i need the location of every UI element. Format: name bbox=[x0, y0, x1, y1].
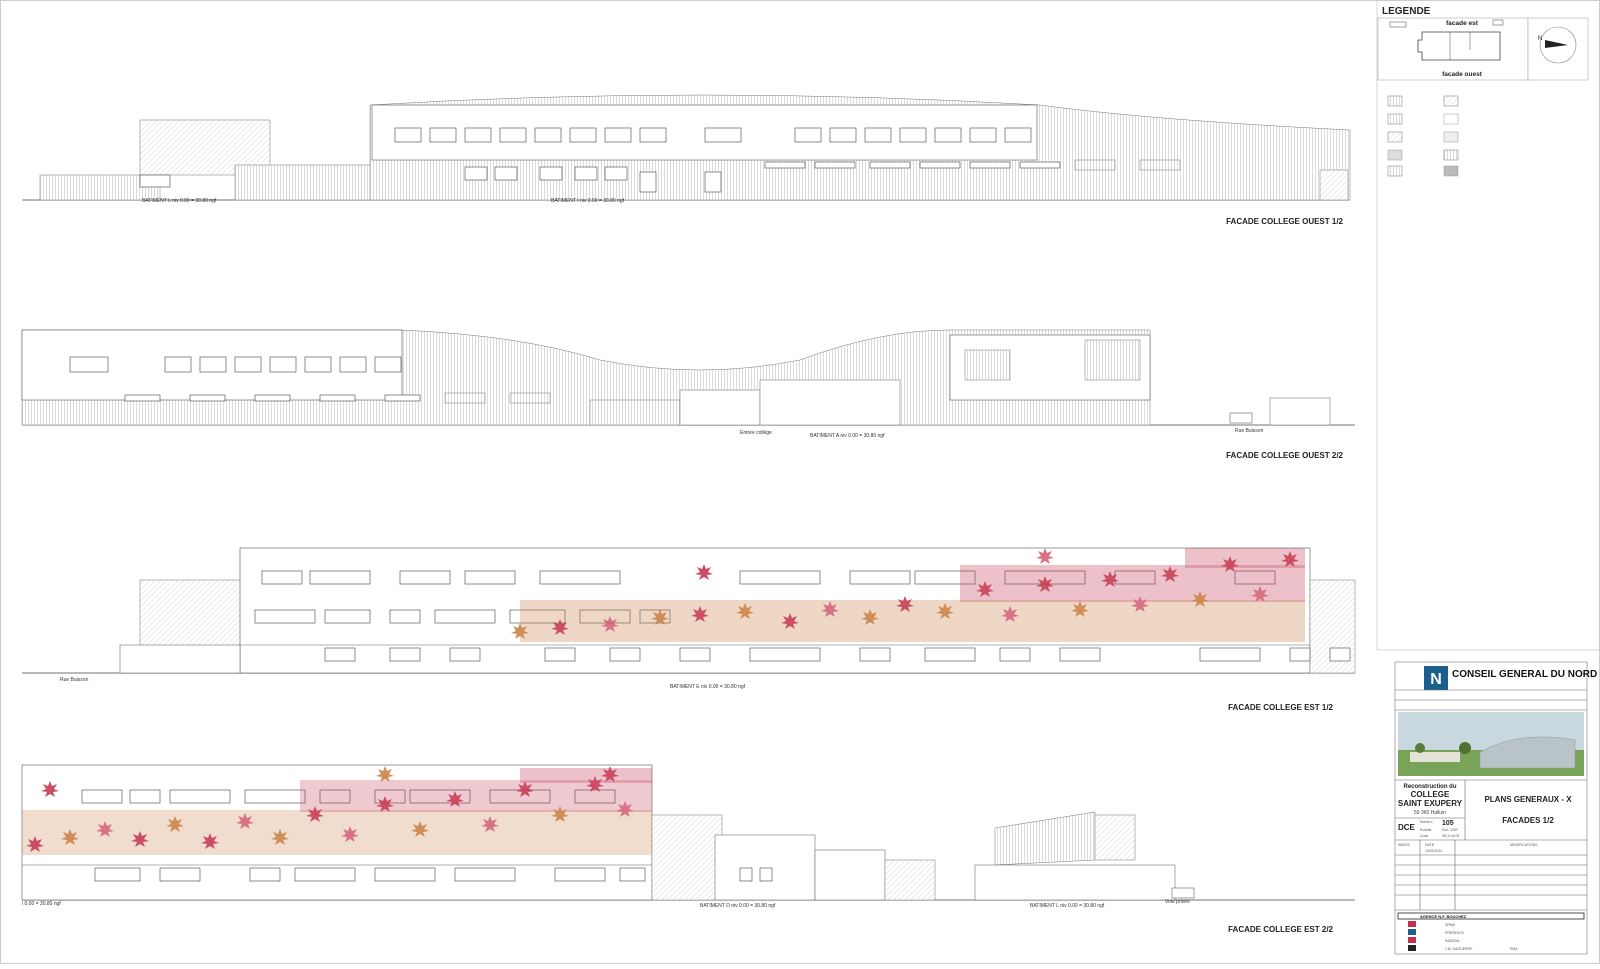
number-label: Numéro bbox=[1420, 820, 1433, 824]
phase-label: DCE bbox=[1398, 823, 1416, 832]
key-plan-bottom-label: facade ouest bbox=[1442, 71, 1483, 78]
facade-3-label-rue: Rue Buisson bbox=[60, 677, 89, 683]
sheet-subtitle: FACADES 1/2 bbox=[1502, 816, 1554, 825]
key-plan bbox=[1389, 19, 1504, 61]
facade-2-title: FACADE COLLEGE OUEST 2/2 bbox=[1226, 451, 1343, 460]
architect-name: AGENCE N.F. BOUCHEZ bbox=[1420, 914, 1467, 919]
project-line-3: SAINT EXUPERY bbox=[1398, 799, 1463, 808]
facade-3-label-batiment-e: BATIMENT E niv 0.00 = 30.80 ngf bbox=[670, 684, 746, 690]
facade-2-label-rue: Rue Buisson bbox=[1235, 428, 1264, 434]
partner-3: INGEDIA bbox=[1445, 939, 1460, 943]
revision-table bbox=[1395, 840, 1587, 911]
indice-label: INDICE bbox=[1398, 843, 1411, 847]
facade-2-label-batiment-a: BATIMENT A niv 0.00 = 30.80 ngf bbox=[810, 433, 885, 439]
partner-2: PRESENTS bbox=[1445, 931, 1465, 935]
north-arrow-icon: N bbox=[1538, 26, 1577, 64]
facade-4-label-batiment-l: BATIMENT L niv 0.00 = 30.80 ngf bbox=[1030, 903, 1105, 909]
legend-title: LEGENDE bbox=[1382, 6, 1431, 17]
sheet-title: PLANS GENERAUX - X bbox=[1484, 795, 1572, 804]
legend-panel: LEGENDE facade est facade ouest N bbox=[1377, 6, 1589, 177]
facade-1-label-batiment-l: BATIMENT L niv 0.00 = 30.80 ngf bbox=[142, 198, 217, 204]
north-label: N bbox=[1538, 36, 1542, 42]
project-line-1: Reconstruction du bbox=[1403, 784, 1456, 790]
facade-1-title: FACADE COLLEGE OUEST 1/2 bbox=[1226, 217, 1343, 226]
date-value: 10/02/2011 bbox=[1425, 849, 1442, 853]
facade-1-label-batiment-i: BATIMENT I niv 0.00 = 30.80 ngf bbox=[551, 198, 625, 204]
partner-5: EMA bbox=[1510, 947, 1518, 951]
partner-1: SPAW bbox=[1445, 923, 1456, 927]
scale-value: Ech: 1/50° bbox=[1442, 828, 1459, 832]
facade-4-title: FACADE COLLEGE EST 2/2 bbox=[1228, 925, 1333, 934]
partner-4: J.M. DAGUERRE bbox=[1445, 947, 1473, 951]
materials-legend bbox=[1387, 95, 1459, 177]
project-line-2: COLLEGE bbox=[1411, 790, 1450, 799]
title-block: N CONSEIL GENERAL DU NORD Reconstruction… bbox=[1394, 661, 1597, 955]
partners-list: SPAW PRESENTS INGEDIA J.M. DAGUERRE EMA bbox=[1408, 921, 1518, 951]
scale-label: Echelle bbox=[1420, 828, 1432, 832]
modifications-label: MODIFICATIONS bbox=[1510, 843, 1538, 847]
facade-est-2: i 0.00 = 30.80 ngf BATIMENT D niv 0.00 =… bbox=[21, 764, 1355, 934]
facade-4-label-voie: Voie privée bbox=[1165, 899, 1190, 905]
client-logo-icon bbox=[1424, 666, 1448, 690]
code-label: Code bbox=[1420, 834, 1428, 838]
facade-4-label-niv: i 0.00 = 30.80 ngf bbox=[22, 901, 61, 907]
client-name: CONSEIL GENERAL DU NORD bbox=[1452, 669, 1597, 680]
date-label: DATE bbox=[1425, 843, 1435, 847]
number-value: 105 bbox=[1442, 820, 1454, 827]
facade-est-1: Rue Buisson BATIMENT E niv 0.00 = 30.80 … bbox=[22, 547, 1356, 712]
code-value: DE-X-af-01 bbox=[1442, 834, 1460, 838]
facade-2-label-entree: Entrée collège bbox=[740, 430, 772, 436]
facade-3-title: FACADE COLLEGE EST 1/2 bbox=[1228, 703, 1333, 712]
svg-text:N: N bbox=[1430, 671, 1442, 688]
autumn-leaves-overlay-1 bbox=[511, 548, 1305, 642]
project-line-4: 59 360 Halluin bbox=[1414, 810, 1446, 816]
project-render-image bbox=[1398, 712, 1584, 776]
key-plan-top-label: facade est bbox=[1446, 20, 1479, 27]
autumn-leaves-overlay-2 bbox=[22, 766, 652, 855]
facade-ouest-1: BATIMENT L niv 0.00 = 30.80 ngf BATIMENT… bbox=[22, 94, 1351, 226]
facade-ouest-2: Entrée collège BATIMENT A niv 0.00 = 30.… bbox=[21, 329, 1355, 460]
facade-4-label-batiment-d: BATIMENT D niv 0.00 = 30.80 ngf bbox=[700, 903, 776, 909]
